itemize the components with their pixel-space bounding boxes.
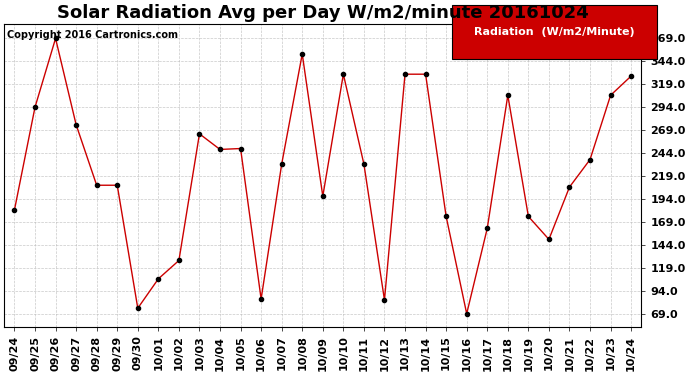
- Title: Solar Radiation Avg per Day W/m2/minute 20161024: Solar Radiation Avg per Day W/m2/minute …: [57, 4, 589, 22]
- Text: Copyright 2016 Cartronics.com: Copyright 2016 Cartronics.com: [8, 30, 178, 40]
- Text: Radiation  (W/m2/Minute): Radiation (W/m2/Minute): [475, 27, 635, 37]
